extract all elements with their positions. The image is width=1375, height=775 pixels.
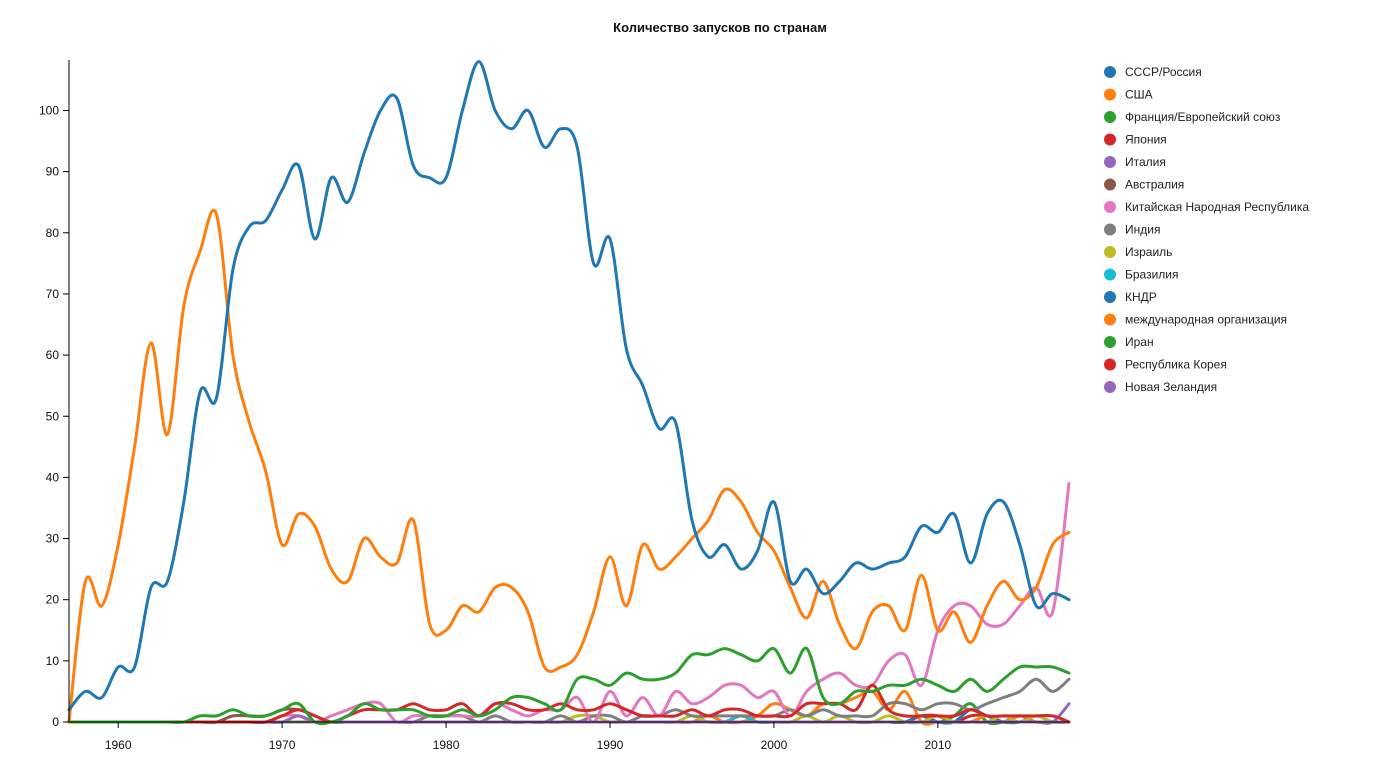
y-tick-label: 20 [46, 593, 60, 607]
legend-marker [1104, 156, 1116, 168]
legend-label: КНДР [1125, 290, 1157, 304]
legend-marker [1104, 178, 1116, 191]
legend-label: Индия [1125, 223, 1160, 237]
y-axis: 0 10 20 30 40 50 60 70 80 90 100 [39, 60, 70, 729]
legend-marker [1104, 381, 1116, 393]
legend-marker [1104, 291, 1116, 303]
y-tick-label: 30 [46, 532, 60, 546]
series-line-6 [67, 482, 1071, 724]
legend-marker [1104, 268, 1116, 281]
series-line-0 [67, 60, 1071, 712]
legend-marker [1104, 358, 1116, 371]
legend-label: Израиль [1125, 245, 1172, 259]
legend-label: Италия [1125, 155, 1166, 169]
legend-marker [1104, 111, 1116, 123]
x-tick-label: 2000 [761, 738, 788, 752]
legend-item[interactable]: Индия [1104, 223, 1160, 237]
legend-item[interactable]: Иран [1104, 335, 1154, 349]
legend-marker [1104, 223, 1116, 236]
legend-item[interactable]: Япония [1104, 133, 1167, 147]
legend-label: США [1125, 88, 1153, 102]
legend-item[interactable]: СССР/Россия [1104, 65, 1202, 79]
legend-item[interactable]: Новая Зеландия [1104, 380, 1217, 394]
series-line-1 [67, 208, 1071, 724]
y-tick-label: 0 [52, 715, 59, 729]
legend-label: Иран [1125, 335, 1154, 349]
y-tick-label: 90 [46, 165, 60, 179]
x-tick-label: 2010 [925, 738, 952, 752]
legend-item[interactable]: Австралия [1104, 178, 1184, 192]
legend-label: Китайская Народная Республика [1125, 200, 1309, 214]
x-tick-label: 1990 [597, 738, 624, 752]
x-tick-label: 1970 [269, 738, 296, 752]
x-axis: 1960 1970 1980 1990 2000 2010 [69, 721, 1069, 752]
y-tick-label: 50 [46, 409, 60, 423]
legend-item[interactable]: Бразилия [1104, 268, 1179, 282]
legend-label: Япония [1125, 133, 1167, 147]
legend-item[interactable]: Израиль [1104, 245, 1172, 259]
y-tick-label: 80 [46, 226, 60, 240]
x-tick-label: 1960 [105, 738, 132, 752]
legend-label: Франция/Европейский союз [1125, 110, 1281, 124]
legend-marker [1104, 313, 1116, 326]
chart-title: Количество запусков по странам [613, 20, 827, 35]
y-tick-label: 60 [46, 348, 60, 362]
y-tick-label: 40 [46, 470, 60, 484]
legend-item[interactable]: Республика Корея [1104, 358, 1227, 372]
legend-label: Республика Корея [1125, 358, 1227, 372]
legend-label: Новая Зеландия [1125, 380, 1217, 394]
legend-marker [1104, 246, 1116, 258]
legend-item[interactable]: КНДР [1104, 290, 1157, 304]
legend-item[interactable]: международная организация [1104, 313, 1287, 327]
legend-label: Бразилия [1125, 268, 1179, 282]
legend-label: СССР/Россия [1125, 65, 1202, 79]
y-tick-label: 10 [46, 654, 60, 668]
legend-item[interactable]: США [1104, 88, 1153, 102]
x-tick-label: 1980 [433, 738, 460, 752]
series-line-2 [67, 646, 1071, 726]
legend-label: международная организация [1125, 313, 1287, 327]
legend-marker [1104, 336, 1116, 348]
legend-item[interactable]: Италия [1104, 155, 1166, 169]
legend-marker [1104, 88, 1116, 101]
y-tick-label: 70 [46, 287, 60, 301]
legend: СССР/Россия США Франция/Европейский союз Яп… [1104, 65, 1309, 394]
legend-item[interactable]: Китайская Народная Республика [1104, 200, 1309, 214]
y-tick-label: 100 [39, 104, 59, 118]
legend-marker [1104, 66, 1116, 78]
legend-item[interactable]: Франция/Европейский союз [1104, 110, 1281, 124]
legend-marker [1104, 133, 1116, 146]
legend-label: Австралия [1125, 178, 1184, 192]
series-lines [67, 60, 1071, 726]
legend-marker [1104, 201, 1116, 213]
